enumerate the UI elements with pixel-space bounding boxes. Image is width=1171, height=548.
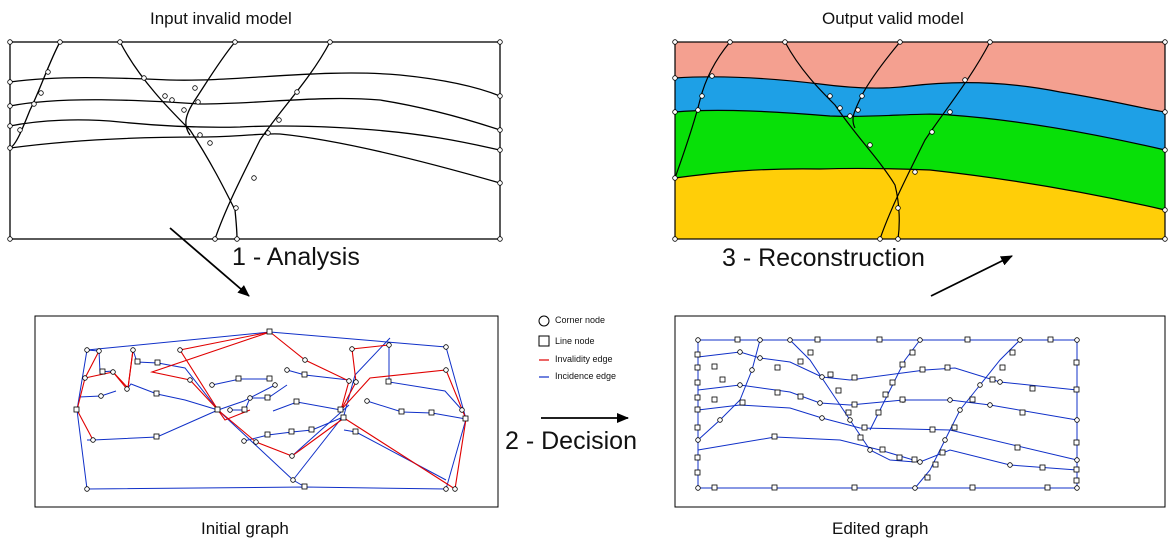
- edited-graph-panel: [674, 315, 1166, 508]
- legend-line-node-label: Line node: [555, 336, 595, 346]
- legend: [538, 315, 550, 378]
- edited-corner-nodes: [695, 337, 1080, 491]
- initial-graph-frame: [34, 315, 499, 508]
- legend-incidence-edge-label: Incidence edge: [555, 371, 617, 381]
- input-model-panel: [7, 39, 503, 242]
- legend-corner-node-label: Corner node: [555, 315, 606, 325]
- legend-invalidity-edge-label: Invalidity edge: [555, 354, 613, 364]
- analysis-arrow: [169, 227, 250, 297]
- legend-line-node-icon: [538, 335, 550, 347]
- input-fault-3: [185, 41, 236, 136]
- initial-graph-panel: [34, 315, 499, 508]
- edited-graph-frame: [674, 315, 1166, 508]
- output-layer-blue: [675, 76, 1165, 150]
- output-layer-top: [675, 42, 1165, 112]
- input-model-frame: [9, 41, 501, 240]
- input-horizon-2: [9, 97, 501, 131]
- analysis-step-label: 1 - Analysis: [232, 243, 360, 271]
- output-model-caption: Output valid model: [822, 9, 964, 28]
- input-model-nodes: [7, 39, 503, 242]
- initial-incidence-edges: [76, 331, 467, 490]
- edited-line-nodes: [694, 336, 1080, 491]
- reconstruction-arrow: [930, 255, 1013, 297]
- reconstruction-step-label: 3 - Reconstruction: [722, 244, 925, 272]
- output-model-nodes: [672, 39, 1168, 242]
- input-fault-2: [119, 41, 238, 240]
- initial-graph-caption: Initial graph: [201, 519, 289, 538]
- input-model-caption: Input invalid model: [150, 9, 292, 28]
- initial-line-nodes: [73, 328, 469, 490]
- initial-corner-nodes: [82, 342, 465, 492]
- legend-corner-node-icon: [538, 315, 550, 327]
- input-horizon-4: [9, 133, 501, 184]
- edited-graph-caption: Edited graph: [832, 519, 929, 538]
- input-fault-1: [9, 41, 61, 149]
- output-model-panel: [672, 39, 1168, 242]
- input-horizon-1: [9, 72, 501, 97]
- decision-step-label: 2 - Decision: [505, 427, 637, 455]
- input-fault-4: [214, 41, 331, 240]
- input-horizon-3: [9, 119, 501, 151]
